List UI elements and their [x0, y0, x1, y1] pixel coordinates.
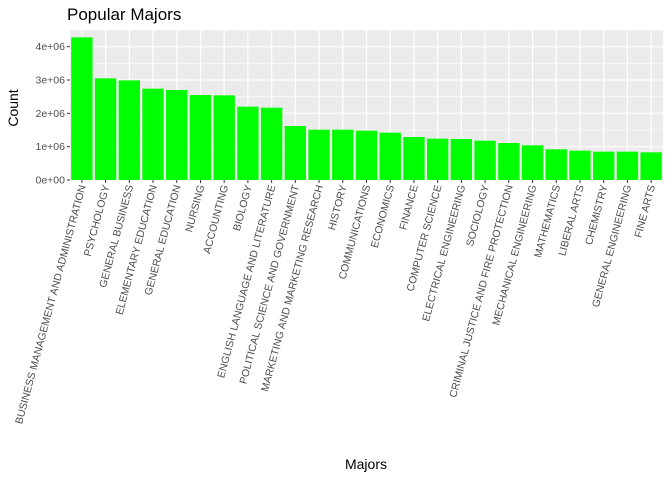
bar [403, 137, 425, 180]
x-tick-label: CHEMISTRY [583, 184, 611, 247]
bar [213, 95, 235, 180]
bar [237, 106, 259, 180]
bar [640, 152, 662, 180]
y-axis: 0e+00 1e+06 2e+06 3e+06 4e+06 [36, 41, 70, 187]
x-tick-label: SOCIOLOGY [464, 184, 492, 248]
bar [569, 150, 591, 180]
bar [521, 145, 544, 180]
bar [166, 90, 188, 180]
bar [450, 139, 473, 180]
bar [284, 126, 307, 180]
bar [498, 143, 520, 180]
bars [71, 37, 662, 181]
x-axis: BUSINESS MANAGEMENT AND ADMINISTRATIONPS… [13, 180, 658, 425]
x-tick-label: HISTORY [326, 184, 350, 232]
y-tick-label: 3e+06 [36, 75, 66, 87]
bar [71, 37, 93, 181]
y-tick-label: 1e+06 [36, 141, 66, 153]
y-axis-title: Count [5, 89, 21, 126]
bar [308, 129, 330, 180]
bar [474, 140, 496, 180]
bar [355, 130, 378, 180]
bar [260, 107, 283, 180]
x-tick-label: NURSING [183, 184, 207, 234]
x-axis-title: Majors [345, 456, 387, 472]
bar [616, 151, 639, 180]
x-tick-label: BUSINESS MANAGEMENT AND ADMINISTRATION [13, 184, 89, 426]
bar [189, 95, 212, 180]
chart-title: Popular Majors [67, 5, 181, 24]
bar [118, 80, 140, 180]
bar [426, 138, 449, 180]
x-tick-label: FINE ARTS [632, 184, 658, 239]
bar [332, 129, 354, 180]
x-tick-label: ACCOUNTING [201, 184, 231, 255]
bar [379, 132, 401, 180]
y-tick-label: 2e+06 [36, 108, 66, 120]
x-tick-label: FINANCE [397, 184, 421, 232]
y-tick-label: 0e+00 [36, 175, 66, 187]
x-tick-label: ECONOMICS [369, 184, 397, 250]
bar [142, 88, 164, 180]
bar [593, 151, 615, 180]
bar [94, 78, 117, 180]
x-tick-label: BIOLOGY [231, 184, 255, 233]
y-tick-label: 4e+06 [36, 41, 66, 53]
bar [545, 149, 567, 180]
